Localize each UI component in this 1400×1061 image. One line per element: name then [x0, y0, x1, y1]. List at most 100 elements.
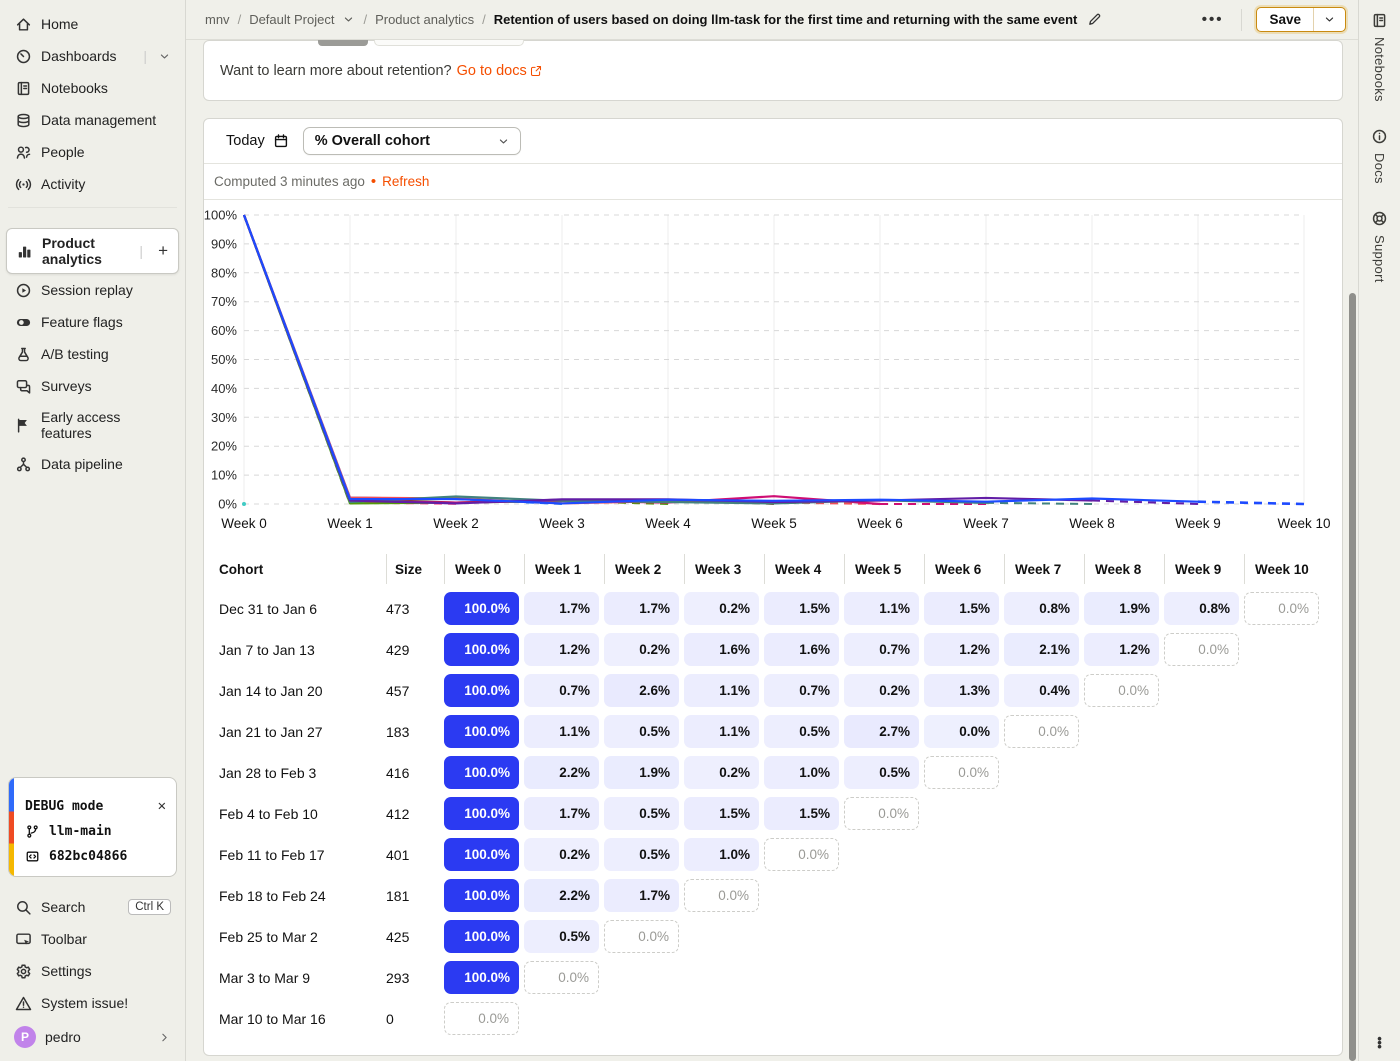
sidebar-item-surveys[interactable]: Surveys: [6, 370, 179, 402]
breadcrumb-project[interactable]: Default Project: [249, 12, 334, 27]
sidebar-item-dashboards[interactable]: Dashboards|: [6, 40, 179, 72]
date-filter-label[interactable]: Today: [226, 133, 265, 149]
rail-item-docs[interactable]: Docs: [1371, 128, 1388, 184]
retention-cell[interactable]: 0.5%: [844, 756, 919, 789]
retention-cell[interactable]: 0.7%: [524, 674, 599, 707]
sidebar-item-data-pipeline[interactable]: Data pipeline: [6, 448, 179, 480]
retention-cell[interactable]: 1.7%: [604, 592, 679, 625]
save-button[interactable]: Save: [1256, 7, 1346, 32]
retention-cell[interactable]: 0.5%: [604, 797, 679, 830]
retention-cell[interactable]: 0.2%: [604, 633, 679, 666]
refresh-link[interactable]: Refresh: [382, 174, 429, 189]
retention-cell[interactable]: 0.2%: [684, 592, 759, 625]
retention-cell[interactable]: 1.1%: [524, 715, 599, 748]
retention-cell[interactable]: 2.7%: [844, 715, 919, 748]
sidebar-item-toolbar[interactable]: Toolbar: [6, 923, 179, 955]
go-to-docs-link[interactable]: Go to docs: [457, 63, 542, 79]
retention-cell[interactable]: 0.8%: [1004, 592, 1079, 625]
sidebar-item-feature-flags[interactable]: Feature flags: [6, 306, 179, 338]
retention-cell[interactable]: 0.7%: [764, 674, 839, 707]
retention-cell[interactable]: 1.5%: [924, 592, 999, 625]
retention-cell[interactable]: 1.7%: [604, 879, 679, 912]
retention-cell[interactable]: 100.0%: [444, 920, 519, 953]
retention-cell[interactable]: 100.0%: [444, 715, 519, 748]
retention-cell[interactable]: 100.0%: [444, 756, 519, 789]
save-dropdown-caret[interactable]: [1314, 9, 1345, 30]
retention-cell[interactable]: 2.2%: [524, 756, 599, 789]
retention-cell[interactable]: 0.2%: [524, 838, 599, 871]
sidebar-item-search[interactable]: SearchCtrl K: [6, 891, 179, 923]
retention-cell[interactable]: 100.0%: [444, 633, 519, 666]
retention-cell[interactable]: 1.7%: [524, 797, 599, 830]
user-menu[interactable]: P pedro: [6, 1019, 179, 1055]
close-icon[interactable]: ✕: [158, 798, 166, 814]
retention-cell[interactable]: 2.6%: [604, 674, 679, 707]
retention-cell[interactable]: 0.2%: [844, 674, 919, 707]
retention-cell[interactable]: 1.1%: [684, 674, 759, 707]
breadcrumb-section[interactable]: Product analytics: [375, 12, 474, 27]
pencil-icon[interactable]: [1087, 12, 1102, 27]
retention-cell[interactable]: 1.5%: [764, 797, 839, 830]
retention-cell[interactable]: 1.1%: [844, 592, 919, 625]
retention-cell[interactable]: 0.0%: [604, 920, 679, 953]
retention-cell[interactable]: 100.0%: [444, 797, 519, 830]
sidebar-item-home[interactable]: Home: [6, 8, 179, 40]
retention-cell[interactable]: 0.7%: [844, 633, 919, 666]
retention-cell[interactable]: 100.0%: [444, 838, 519, 871]
chevron-down-icon[interactable]: [158, 50, 171, 63]
more-menu-icon[interactable]: •••: [1198, 11, 1228, 28]
rail-item-notebooks[interactable]: Notebooks: [1371, 12, 1388, 102]
retention-cell[interactable]: 0.0%: [844, 797, 919, 830]
retention-cell[interactable]: 0.8%: [1164, 592, 1239, 625]
retention-cell[interactable]: 0.0%: [524, 961, 599, 994]
retention-cell[interactable]: 0.4%: [1004, 674, 1079, 707]
retention-cell[interactable]: 0.5%: [524, 920, 599, 953]
retention-cell[interactable]: 0.5%: [764, 715, 839, 748]
sidebar-item-activity[interactable]: Activity: [6, 168, 179, 200]
retention-cell[interactable]: 0.0%: [684, 879, 759, 912]
retention-cell[interactable]: 1.5%: [684, 797, 759, 830]
retention-cell[interactable]: 0.0%: [924, 715, 999, 748]
sidebar-item-session-replay[interactable]: Session replay: [6, 274, 179, 306]
retention-cell[interactable]: 0.0%: [444, 1002, 519, 1035]
sidebar-item-system-issue-[interactable]: System issue!: [6, 987, 179, 1019]
retention-cell[interactable]: 1.2%: [524, 633, 599, 666]
retention-cell[interactable]: 100.0%: [444, 592, 519, 625]
retention-cell[interactable]: 1.6%: [764, 633, 839, 666]
breadcrumb-org[interactable]: mnv: [205, 12, 230, 27]
sidebar-item-early-access-features[interactable]: Early access features: [6, 402, 179, 448]
sidebar-item-data-management[interactable]: Data management: [6, 104, 179, 136]
retention-cell[interactable]: 1.6%: [684, 633, 759, 666]
new-insight-button[interactable]: +: [154, 241, 172, 261]
retention-cell[interactable]: 0.5%: [604, 715, 679, 748]
retention-cell[interactable]: 100.0%: [444, 961, 519, 994]
retention-cell[interactable]: 1.0%: [764, 756, 839, 789]
retention-cell[interactable]: 1.9%: [1084, 592, 1159, 625]
retention-cell[interactable]: 0.0%: [1244, 592, 1319, 625]
retention-cell[interactable]: 1.2%: [924, 633, 999, 666]
retention-cell[interactable]: 100.0%: [444, 879, 519, 912]
rail-item-support[interactable]: Support: [1371, 210, 1388, 283]
vertical-scrollbar[interactable]: [1349, 293, 1356, 1061]
retention-cell[interactable]: 1.1%: [684, 715, 759, 748]
cohort-display-select[interactable]: % Overall cohort: [303, 127, 521, 155]
retention-cell[interactable]: 1.2%: [1084, 633, 1159, 666]
retention-cell[interactable]: 0.0%: [1084, 674, 1159, 707]
rail-more-options[interactable]: •••: [1359, 1037, 1400, 1049]
retention-cell[interactable]: 1.3%: [924, 674, 999, 707]
retention-cell[interactable]: 1.5%: [764, 592, 839, 625]
sidebar-item-notebooks[interactable]: Notebooks: [6, 72, 179, 104]
retention-cell[interactable]: 0.0%: [764, 838, 839, 871]
retention-cell[interactable]: 0.5%: [604, 838, 679, 871]
chevron-down-icon[interactable]: [342, 13, 355, 26]
retention-cell[interactable]: 0.0%: [924, 756, 999, 789]
retention-cell[interactable]: 2.2%: [524, 879, 599, 912]
retention-cell[interactable]: 1.0%: [684, 838, 759, 871]
date-filter[interactable]: Today: [226, 133, 289, 149]
sidebar-item-people[interactable]: People: [6, 136, 179, 168]
sidebar-item-a-b-testing[interactable]: A/B testing: [6, 338, 179, 370]
retention-cell[interactable]: 0.0%: [1164, 633, 1239, 666]
sidebar-item-settings[interactable]: Settings: [6, 955, 179, 987]
sidebar-item-product-analytics[interactable]: Product analytics|+: [6, 228, 179, 274]
retention-cell[interactable]: 0.2%: [684, 756, 759, 789]
